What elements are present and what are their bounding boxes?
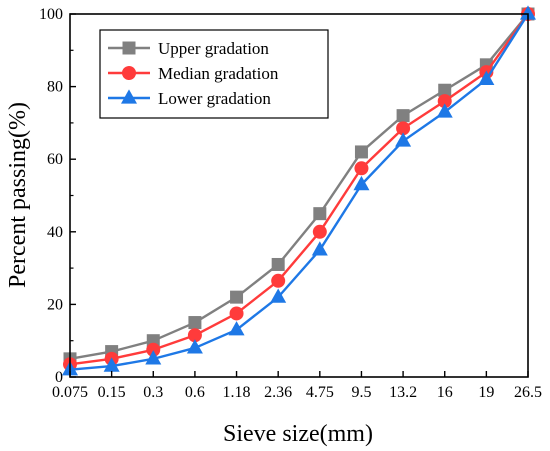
data-point-upper-gradation-3 bbox=[188, 316, 202, 330]
data-point-median-gradation-7 bbox=[354, 161, 369, 176]
legend-label-upper-gradation: Upper gradation bbox=[158, 39, 269, 58]
y-tick-label: 0 bbox=[55, 369, 63, 386]
y-tick-label: 40 bbox=[47, 224, 63, 241]
data-point-upper-gradation-9 bbox=[438, 83, 452, 97]
series-line-median-gradation bbox=[69, 13, 529, 366]
x-tick-label: 0.3 bbox=[143, 384, 163, 401]
data-point-median-gradation-8 bbox=[396, 121, 411, 136]
x-tick-label: 0.6 bbox=[185, 384, 205, 401]
data-point-lower-gradation-1 bbox=[103, 357, 120, 372]
x-tick-label: 2.36 bbox=[264, 384, 292, 401]
data-point-upper-gradation-6 bbox=[313, 207, 327, 221]
data-point-upper-gradation-5 bbox=[271, 257, 285, 271]
x-tick-label: 0.15 bbox=[98, 384, 126, 401]
data-point-upper-gradation-4 bbox=[230, 290, 244, 304]
data-point-median-gradation-5 bbox=[271, 273, 286, 288]
data-point-lower-gradation-4 bbox=[228, 321, 245, 336]
data-point-lower-gradation-2 bbox=[145, 350, 162, 365]
data-point-median-gradation-3 bbox=[187, 328, 202, 343]
data-point-lower-gradation-8 bbox=[395, 132, 412, 147]
y-axis-title: Percent passing(%) bbox=[5, 102, 31, 288]
legend: Upper gradation Median gradation Lower gra… bbox=[99, 29, 329, 119]
series-line-upper-gradation bbox=[69, 13, 529, 361]
x-tick-label: 1.18 bbox=[223, 384, 251, 401]
y-tick-label: 80 bbox=[47, 79, 63, 96]
x-tick-label: 13.2 bbox=[389, 384, 417, 401]
y-tick-label: 20 bbox=[47, 296, 63, 313]
data-point-lower-gradation-3 bbox=[186, 339, 203, 354]
data-point-upper-gradation-8 bbox=[396, 109, 410, 123]
data-point-lower-gradation-6 bbox=[311, 241, 328, 256]
data-point-lower-gradation-7 bbox=[353, 175, 370, 191]
data-point-upper-gradation-7 bbox=[354, 145, 368, 159]
axes: 0 20 40 60 80 100 0.075 0.15 0.3 0.6 1.18 2.36 4.75 9… bbox=[39, 6, 542, 401]
legend-marker-lower-gradation bbox=[121, 89, 137, 104]
x-tick-label: 19 bbox=[478, 384, 494, 401]
x-tick-label: 9.5 bbox=[351, 384, 371, 401]
data-point-median-gradation-2 bbox=[146, 342, 161, 357]
x-axis-title: Sieve size(mm) bbox=[223, 421, 373, 447]
legend-label-lower-gradation: Lower gradation bbox=[158, 89, 271, 108]
series-upper-gradation bbox=[63, 7, 535, 366]
x-tick-label: 16 bbox=[437, 384, 453, 401]
data-point-median-gradation-9 bbox=[437, 94, 452, 109]
x-tick-label: 0.075 bbox=[52, 384, 88, 401]
legend-entry-lower-gradation: Lower gradation bbox=[108, 89, 271, 108]
data-point-lower-gradation-11 bbox=[520, 5, 536, 20]
x-tick-label: 4.75 bbox=[306, 384, 334, 401]
x-tick-label: 26.5 bbox=[514, 384, 542, 401]
legend-label-median-gradation: Median gradation bbox=[158, 64, 279, 83]
data-point-median-gradation-4 bbox=[229, 306, 244, 321]
series-lower-gradation bbox=[62, 5, 536, 376]
data-point-lower-gradation-10 bbox=[478, 70, 495, 85]
plot-area bbox=[62, 5, 536, 376]
y-tick-label: 60 bbox=[47, 151, 63, 168]
data-point-lower-gradation-5 bbox=[270, 288, 287, 303]
legend-entry-upper-gradation: Upper gradation bbox=[108, 39, 269, 58]
legend-entry-median-gradation: Median gradation bbox=[108, 64, 279, 83]
legend-marker-upper-gradation bbox=[122, 41, 136, 55]
y-tick-label: 100 bbox=[39, 6, 63, 23]
legend-marker-median-gradation bbox=[122, 66, 136, 80]
data-point-lower-gradation-9 bbox=[436, 103, 453, 118]
data-point-median-gradation-6 bbox=[312, 224, 327, 239]
series-line-lower-gradation bbox=[69, 13, 530, 371]
